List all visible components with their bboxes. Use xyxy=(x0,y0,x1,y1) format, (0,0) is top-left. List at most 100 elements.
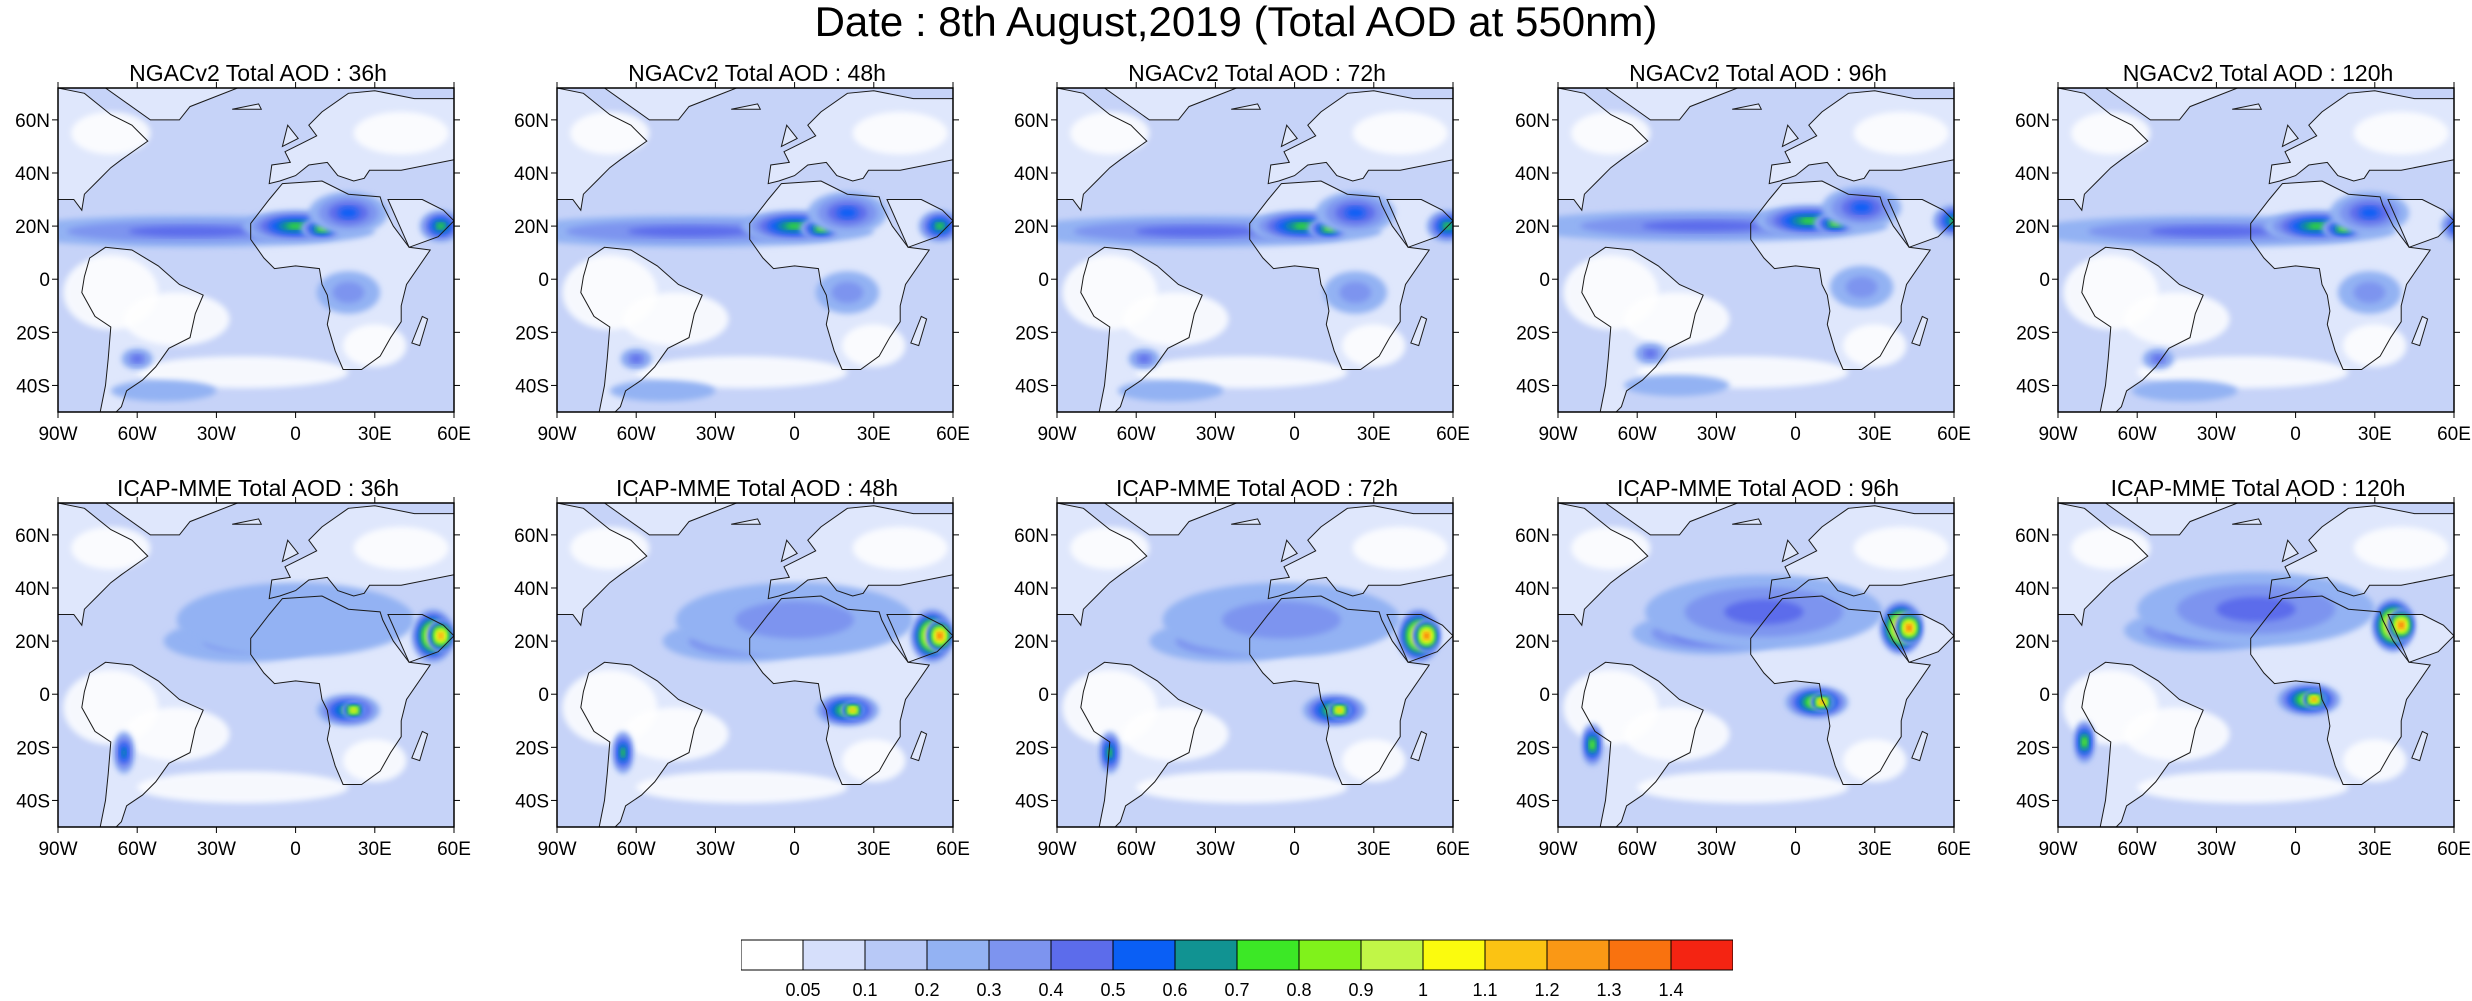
lat-tick-label: 0 xyxy=(1539,685,1550,706)
low-aod-patch xyxy=(137,771,349,804)
low-aod-patch xyxy=(1637,771,1849,804)
low-aod-patch xyxy=(842,324,906,367)
aod-contour xyxy=(128,226,252,237)
lat-tick-label: 20N xyxy=(1014,632,1049,653)
colorbar-label: 1 xyxy=(1417,980,1428,1000)
coastline xyxy=(557,503,648,627)
coastline xyxy=(104,503,238,536)
aod-map: 60N 40N 20N 0 20S 40S 90W 60W 30W 0 30E 60E xyxy=(15,82,471,445)
aod-contour xyxy=(1339,281,1372,304)
low-aod-patch xyxy=(1123,707,1229,761)
lon-tick-label: 90W xyxy=(38,839,77,860)
low-aod-patch xyxy=(2124,292,2230,346)
map-frame: 60N 40N 20N 0 20S 40S 90W 60W 30W 0 30E 60E xyxy=(514,497,970,860)
coastline xyxy=(268,90,454,185)
aod-contour xyxy=(176,582,415,658)
lon-tick-label: 90W xyxy=(537,424,576,445)
land-area xyxy=(2411,731,2428,761)
lat-tick-label: 20N xyxy=(514,632,549,653)
lon-tick-label: 30E xyxy=(1858,839,1892,860)
colorbar-label: 0.05 xyxy=(785,980,821,1000)
land-area xyxy=(1782,540,1799,562)
lon-tick-label: 60E xyxy=(1436,839,1470,860)
coastline xyxy=(731,518,762,525)
aod-contour xyxy=(2216,596,2296,622)
aod-contour xyxy=(2153,355,2164,363)
lat-tick-label: 20S xyxy=(1516,738,1550,759)
coastline xyxy=(1732,103,1763,110)
low-aod-patch xyxy=(2353,526,2449,570)
lat-tick-label: 60N xyxy=(514,526,549,547)
aod-map: 60N 40N 20N 0 20S 40S 90W 60W 30W 0 30E 60E xyxy=(1014,497,1470,860)
land-area xyxy=(2105,503,2238,535)
colorbar-swatch xyxy=(926,939,990,971)
aod-contour xyxy=(851,709,854,711)
coastline xyxy=(2268,505,2454,600)
aod-contour xyxy=(2353,281,2386,304)
lat-tick-label: 60N xyxy=(2015,526,2050,547)
coastline xyxy=(2387,614,2454,663)
panel-title: ICAP-MME Total AOD : 36h xyxy=(116,475,400,501)
panel-title: NGACv2 Total AOD : 36h xyxy=(129,60,387,86)
map-frame: 60N 40N 20N 0 20S 40S 90W 60W 30W 0 30E 60E xyxy=(1014,82,1470,445)
lon-tick-label: 90W xyxy=(1538,424,1577,445)
panel-title: NGACv2 Total AOD : 120h xyxy=(2122,60,2394,86)
coastline xyxy=(1280,124,1298,148)
coastline xyxy=(1057,88,1148,212)
low-aod-patch xyxy=(71,526,151,570)
colorbar-swatch xyxy=(864,939,928,971)
aod-contour xyxy=(1724,599,1804,625)
low-aod-patch xyxy=(124,292,230,346)
coastline xyxy=(2081,246,2204,412)
colorbar-label: 0.9 xyxy=(1348,980,1374,1000)
map-frame: 60N 40N 20N 0 20S 40S 90W 60W 30W 0 30E 60E xyxy=(2015,497,2471,860)
lon-tick-label: 60W xyxy=(1117,424,1156,445)
lat-tick-label: 40N xyxy=(2015,164,2050,185)
colorbar-label: 0.8 xyxy=(1286,980,1312,1000)
coastline xyxy=(1280,539,1298,563)
lon-tick-label: 0 xyxy=(789,424,800,445)
lon-tick-label: 90W xyxy=(1037,839,1076,860)
lon-tick-label: 60E xyxy=(437,839,471,860)
low-aod-patch xyxy=(71,111,151,155)
aod-contour xyxy=(837,207,858,219)
land-area xyxy=(105,503,238,535)
colorbar-swatch xyxy=(1670,939,1733,971)
lat-tick-label: 40N xyxy=(514,164,549,185)
aod-contour xyxy=(1641,220,1765,232)
colorbar-label: 1.4 xyxy=(1658,980,1684,1000)
coastline xyxy=(58,88,149,212)
lon-tick-label: 30W xyxy=(1697,839,1736,860)
lon-tick-label: 60W xyxy=(2118,424,2157,445)
colorbar-swatch xyxy=(1422,939,1486,971)
low-aod-patch xyxy=(1624,707,1730,761)
lat-tick-label: 40N xyxy=(514,579,549,600)
land-area xyxy=(282,125,299,147)
lon-tick-label: 30E xyxy=(2358,424,2392,445)
lon-tick-label: 0 xyxy=(1790,424,1801,445)
lat-tick-label: 0 xyxy=(2039,685,2050,706)
lat-tick-label: 60N xyxy=(2015,111,2050,132)
lat-tick-label: 20S xyxy=(16,323,50,344)
low-aod-patch xyxy=(124,707,230,761)
lon-tick-label: 0 xyxy=(1289,424,1300,445)
coastline xyxy=(2281,539,2299,563)
colorbar-swatch xyxy=(1174,939,1238,971)
lat-tick-label: 60N xyxy=(15,111,50,132)
land-area xyxy=(1782,125,1799,147)
coastline xyxy=(1750,595,1932,785)
land-area xyxy=(1104,503,1237,535)
aod-contour xyxy=(1138,355,1150,363)
coastline xyxy=(1267,505,1453,600)
lat-tick-label: 40S xyxy=(1516,376,1550,397)
lon-tick-label: 30E xyxy=(358,839,392,860)
panel-title: ICAP-MME Total AOD : 48h xyxy=(615,475,899,501)
lon-tick-label: 0 xyxy=(290,424,301,445)
coastline xyxy=(1558,88,1649,212)
aod-contour xyxy=(1624,374,1730,397)
lat-tick-label: 40S xyxy=(2016,376,2050,397)
lat-tick-label: 40N xyxy=(1515,579,1550,600)
lat-tick-label: 0 xyxy=(39,685,50,706)
coastline xyxy=(268,505,454,600)
land-area xyxy=(1281,125,1298,147)
